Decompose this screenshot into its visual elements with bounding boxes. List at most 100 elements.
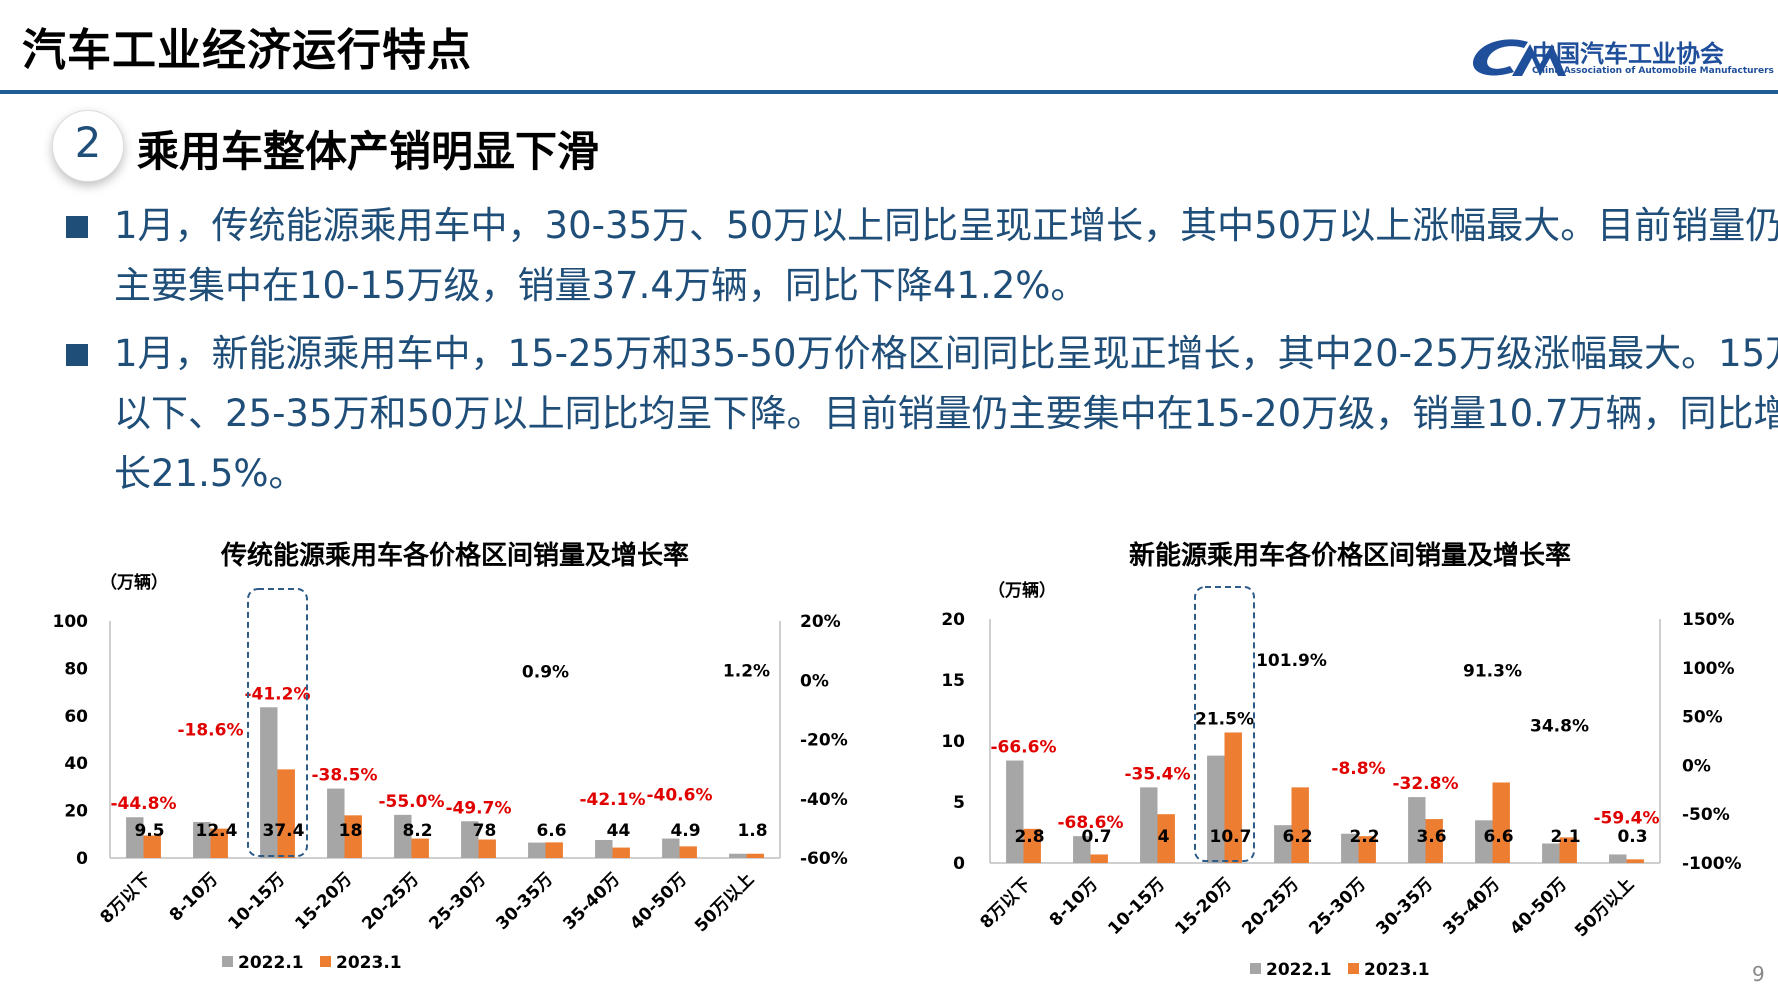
y-tick-label: 20 <box>64 802 88 822</box>
logo-text-en: China Association of Automobile Manufact… <box>1532 66 1774 76</box>
bar-2023 <box>478 839 496 858</box>
value-label: 6.6 <box>1483 827 1513 847</box>
bar-2023 <box>277 769 295 858</box>
bullet-square-icon <box>66 216 88 238</box>
section-number-badge <box>52 110 124 182</box>
value-label: 4.9 <box>670 821 700 841</box>
value-label: 0.7 <box>1081 827 1111 847</box>
bar-2023 <box>612 847 630 858</box>
page-number: 9 <box>1752 962 1765 986</box>
x-tick-label: 8万以下 <box>96 869 155 928</box>
y2-tick-label: 100% <box>1682 659 1735 679</box>
growth-label: -55.0% <box>378 792 444 812</box>
logo-text-cn: 中国汽车工业协会 <box>1532 40 1724 68</box>
value-label: 12.4 <box>196 821 238 841</box>
bullet-square-icon <box>66 344 88 366</box>
bar-2023 <box>1291 787 1309 863</box>
growth-label: 34.8% <box>1530 716 1589 736</box>
value-label: 10.7 <box>1210 827 1252 847</box>
legend-swatch-2022 <box>222 956 233 967</box>
value-label: 1.8 <box>737 821 767 841</box>
bar-2022 <box>260 707 278 858</box>
value-label: 4 <box>1158 827 1170 847</box>
bar-2022 <box>528 842 546 858</box>
bullet-text: 1月，新能源乘用车中，15-25万和35-50万价格区间同比呈现正增长，其中20… <box>114 332 1778 495</box>
bar-2022 <box>1609 854 1627 863</box>
bar-2022 <box>1207 755 1225 863</box>
y2-tick-label: 0% <box>800 671 829 691</box>
charts-area: 传统能源乘用车各价格区间销量及增长率（万辆）10080604020020%0%-… <box>53 540 1742 980</box>
value-label: 18 <box>339 821 363 841</box>
bar-2023 <box>1023 828 1041 863</box>
y-tick-label: 60 <box>64 707 88 727</box>
value-label: 78 <box>473 821 497 841</box>
growth-label: -66.6% <box>990 738 1056 758</box>
x-tick-label: 8万以下 <box>976 874 1035 933</box>
value-label: 8.2 <box>402 821 432 841</box>
growth-label: -32.8% <box>1392 774 1458 794</box>
value-label: 9.5 <box>134 821 164 841</box>
y-tick-label: 0 <box>76 849 88 869</box>
y-axis-label: （万辆） <box>100 572 168 593</box>
bullet-text: 1月，传统能源乘用车中，30-35万、50万以上同比呈现正增长，其中50万以上涨… <box>114 204 1778 307</box>
bar-2022 <box>193 821 211 858</box>
section-title: 乘用车整体产销明显下滑 <box>137 127 600 176</box>
x-tick-label: 30-35万 <box>1372 874 1437 939</box>
y2-tick-label: 50% <box>1682 708 1723 728</box>
growth-label: 91.3% <box>1463 661 1522 681</box>
y-tick-label: 5 <box>953 793 965 813</box>
growth-label: 101.9% <box>1256 651 1327 671</box>
y-tick-label: 0 <box>953 854 965 874</box>
growth-label: 1.2% <box>723 662 770 682</box>
bar-2022 <box>595 839 613 858</box>
y2-tick-label: 20% <box>800 612 841 632</box>
bar-2023 <box>1559 837 1577 863</box>
legend-swatch-2022 <box>1250 963 1261 974</box>
y-tick-label: 20 <box>941 610 965 630</box>
growth-label: -41.2% <box>244 684 310 704</box>
bar-2023 <box>1492 782 1510 863</box>
chart-title: 传统能源乘用车各价格区间销量及增长率 <box>220 540 689 571</box>
bar-2022 <box>327 788 345 858</box>
header-rule <box>0 90 1778 94</box>
value-label: 6.6 <box>536 821 566 841</box>
x-tick-label: 10-15万 <box>1104 874 1169 939</box>
x-tick-label: 50万以上 <box>1571 874 1638 941</box>
bar-2023 <box>411 838 429 858</box>
x-tick-label: 10-15万 <box>224 869 289 934</box>
value-label: 6.2 <box>1282 827 1312 847</box>
value-label: 2.2 <box>1349 827 1379 847</box>
bar-2023 <box>545 842 563 858</box>
bar-2022 <box>1140 787 1158 863</box>
bar-2023 <box>746 853 764 858</box>
bar-2022 <box>1274 825 1292 863</box>
value-label: 2.8 <box>1014 827 1044 847</box>
chart-title: 新能源乘用车各价格区间销量及增长率 <box>1129 540 1571 571</box>
section-number: 2 <box>74 118 102 167</box>
legend-label-2022: 2022.1 <box>1266 960 1332 980</box>
bar-2022 <box>1475 820 1493 863</box>
growth-label: -40.6% <box>646 786 712 806</box>
y-tick-label: 100 <box>53 612 89 632</box>
legend-label-2023: 2023.1 <box>1364 960 1430 980</box>
x-tick-label: 8-10万 <box>166 869 222 925</box>
bar-2022 <box>1006 760 1024 863</box>
y2-tick-label: -60% <box>800 849 848 869</box>
value-label: 37.4 <box>263 821 305 841</box>
bar-2022 <box>394 814 412 858</box>
growth-label: -49.7% <box>445 798 511 818</box>
page-title: 汽车工业经济运行特点 <box>22 25 472 76</box>
x-tick-label: 40-50万 <box>1506 874 1571 939</box>
bar-2023 <box>679 846 697 858</box>
bar-2022 <box>1073 836 1091 863</box>
x-tick-label: 35-40万 <box>559 869 624 934</box>
x-tick-label: 15-20万 <box>1171 874 1236 939</box>
bar-2023 <box>344 815 362 858</box>
value-label: 44 <box>607 821 631 841</box>
bar-2022 <box>461 821 479 858</box>
y-tick-label: 15 <box>941 671 965 691</box>
bar-2023 <box>1224 732 1242 863</box>
growth-label: -8.8% <box>1331 759 1385 779</box>
bar-2023 <box>1425 819 1443 863</box>
growth-label: -38.5% <box>311 766 377 786</box>
